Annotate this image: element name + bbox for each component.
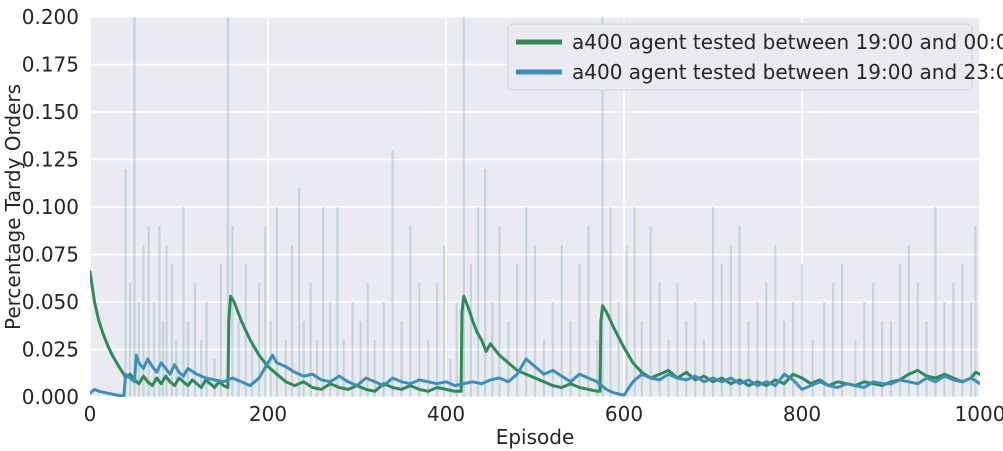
y-tick-label-5: 0.125 bbox=[22, 148, 79, 172]
y-tick-label-4: 0.100 bbox=[22, 195, 79, 219]
y-tick-label-2: 0.050 bbox=[22, 290, 79, 314]
legend-label-series-2: a400 agent tested between 19:00 and 23:0… bbox=[572, 60, 1003, 84]
series-line-1 bbox=[90, 270, 980, 393]
x-tick-labels: 0 200 400 600 800 1000 bbox=[84, 402, 1003, 426]
y-axis-label: Percentage Tardy Orders bbox=[1, 84, 25, 330]
series-line-2 bbox=[90, 353, 980, 397]
y-tick-label-3: 0.075 bbox=[22, 243, 79, 267]
x-tick-label-1: 200 bbox=[249, 402, 287, 426]
legend-label-series-1: a400 agent tested between 19:00 and 00:0… bbox=[572, 30, 1003, 54]
x-tick-label-5: 1000 bbox=[955, 402, 1003, 426]
x-tick-label-4: 800 bbox=[783, 402, 821, 426]
y-tick-label-7: 0.175 bbox=[22, 53, 79, 77]
x-axis-label: Episode bbox=[496, 425, 575, 449]
y-tick-label-6: 0.150 bbox=[22, 100, 79, 124]
x-tick-label-0: 0 bbox=[84, 402, 97, 426]
x-tick-label-3: 600 bbox=[605, 402, 643, 426]
raw-spike-lines bbox=[124, 17, 977, 397]
y-tick-label-1: 0.025 bbox=[22, 338, 79, 362]
y-tick-label-8: 0.200 bbox=[22, 5, 79, 29]
x-tick-label-2: 400 bbox=[427, 402, 465, 426]
series-lines bbox=[90, 270, 980, 397]
legend-box bbox=[507, 23, 973, 91]
legend: a400 agent tested between 19:00 and 00:0… bbox=[507, 23, 1003, 91]
y-tick-labels: 0.000 0.025 0.050 0.075 0.100 0.125 0.150 0.175… bbox=[22, 5, 79, 409]
y-tick-label-0: 0.000 bbox=[22, 385, 79, 409]
